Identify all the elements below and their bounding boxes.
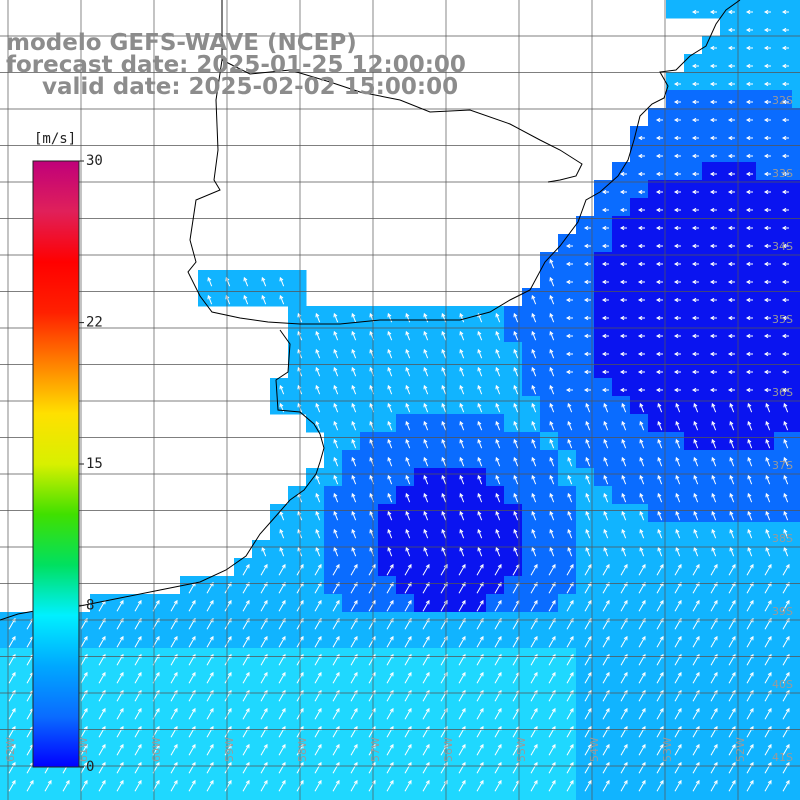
latitude-label: 32S	[772, 94, 793, 107]
latitude-label: 33S	[772, 167, 793, 180]
argentina-coast	[0, 329, 325, 621]
longitude-label: 60W	[150, 737, 163, 762]
colorbar-tick-label: 22	[86, 315, 103, 331]
title-valid-date: valid date: 2025-02-02 15:00:00	[42, 74, 459, 100]
colorbar-unit: [m/s]	[34, 131, 77, 147]
colorbar-ramp	[32, 160, 80, 768]
coastline-path	[187, 0, 741, 325]
title-forecast-date: forecast date: 2025-01-25 12:00:00	[6, 52, 466, 78]
longitude-label: 62W	[4, 737, 17, 762]
latitude-label: 39S	[772, 605, 793, 618]
longitude-label: 56W	[442, 737, 455, 762]
title-model: modelo GEFS-WAVE (NCEP)	[6, 30, 357, 56]
colorbar-tick-label: 30	[86, 153, 103, 169]
colorbar-tick-label: 15	[86, 456, 103, 472]
colorbar-tick-label: 0	[86, 759, 94, 775]
latitude-label: 34S	[772, 240, 793, 253]
longitude-label: 61W	[77, 737, 90, 762]
latitude-label: 38S	[772, 532, 793, 545]
river-plate-inner-shore	[221, 59, 583, 183]
latitude-label: 36S	[772, 386, 793, 399]
latitude-label: 37S	[772, 459, 793, 472]
colorbar-tick-label: 8	[86, 597, 94, 613]
axis-labels: 32S 33S 34S 35S 36S 37S 38S 39S 40S 41S 62W 61W 60W…	[4, 94, 793, 764]
longitude-label: 54W	[588, 737, 601, 762]
coastline	[0, 0, 741, 621]
longitude-labels: 62W 61W 60W 59W 58W 57W 56W 55W 54W 53W 52W	[4, 737, 747, 762]
latitude-label: 35S	[772, 313, 793, 326]
colorbar-ticks: 30 22 15 8 0	[79, 153, 103, 775]
latitude-label: 40S	[772, 678, 793, 691]
longitude-label: 53W	[661, 737, 674, 762]
colorbar: 30 22 15 8 0	[32, 153, 103, 775]
longitude-label: 57W	[369, 737, 382, 762]
longitude-label: 55W	[515, 737, 528, 762]
longitude-label: 52W	[734, 737, 747, 762]
latitude-label: 41S	[772, 751, 793, 764]
longitude-label: 59W	[223, 737, 236, 762]
latitude-labels: 32S 33S 34S 35S 36S 37S 38S 39S 40S 41S	[772, 94, 793, 764]
longitude-label: 58W	[296, 737, 309, 762]
